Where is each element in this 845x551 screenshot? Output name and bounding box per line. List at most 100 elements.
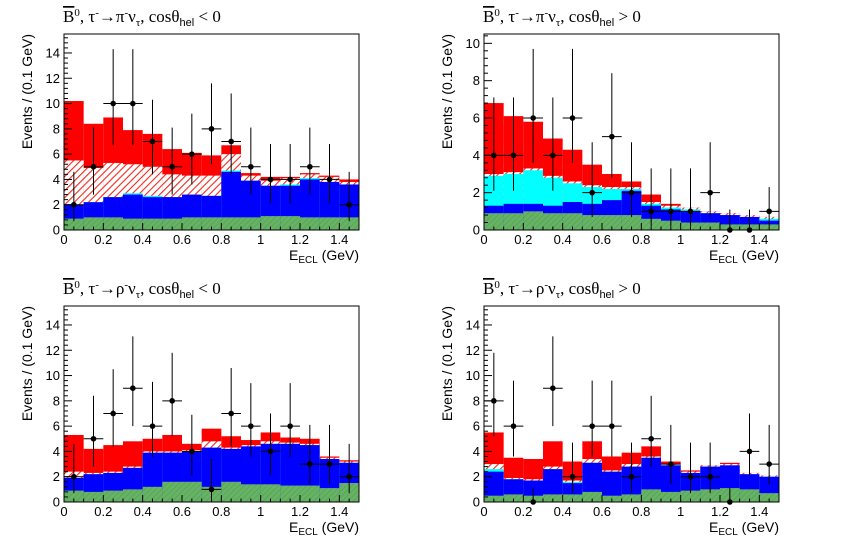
data-point bbox=[110, 410, 116, 417]
data-point bbox=[550, 385, 556, 391]
data-point bbox=[589, 423, 595, 429]
y-tick-label: 0 bbox=[473, 223, 480, 238]
y-tick-label: 10 bbox=[46, 96, 60, 111]
data-point bbox=[208, 486, 215, 493]
y-axis-label: Events / (0.1 GeV) bbox=[19, 34, 35, 149]
y-tick-label: 12 bbox=[46, 71, 60, 86]
x-tick-label: 1.4 bbox=[750, 232, 768, 247]
data-point bbox=[189, 448, 195, 455]
data-point bbox=[550, 152, 556, 159]
x-axis-label-sub: ECL bbox=[718, 527, 738, 538]
data-point bbox=[766, 208, 772, 215]
x-tick-label: 1.2 bbox=[291, 232, 309, 247]
green-bar bbox=[300, 485, 320, 502]
data-point bbox=[267, 176, 274, 183]
green-bar bbox=[83, 217, 104, 230]
y-axis-label: Events / (0.1 GeV) bbox=[439, 34, 455, 149]
x-tick-label: 1 bbox=[677, 504, 684, 519]
title-b: B bbox=[483, 7, 494, 26]
y-tick-label: 8 bbox=[53, 121, 60, 136]
x-tick-label: 1.4 bbox=[330, 504, 348, 519]
data-point bbox=[228, 410, 234, 417]
x-axis-label-unit: (GeV) bbox=[738, 247, 779, 263]
data-point bbox=[228, 138, 234, 145]
x-tick-label: 0.8 bbox=[632, 232, 650, 247]
green-bar bbox=[582, 491, 602, 502]
data-point bbox=[687, 473, 694, 480]
title-sup: 0 bbox=[494, 7, 500, 19]
title-text: , τ bbox=[500, 279, 516, 298]
x-axis-label: EECL (GeV) bbox=[289, 247, 359, 266]
green-bar bbox=[221, 217, 241, 230]
green-bar bbox=[241, 484, 261, 502]
data-point bbox=[569, 473, 576, 480]
green-bar bbox=[700, 489, 720, 502]
title-text: →ρ bbox=[99, 279, 124, 298]
x-axis-label-main: E bbox=[709, 519, 718, 535]
data-point bbox=[169, 163, 175, 170]
y-tick-label: 8 bbox=[473, 393, 480, 408]
x-axis-label-sub: ECL bbox=[298, 527, 318, 538]
data-point bbox=[169, 398, 175, 404]
data-point bbox=[569, 115, 576, 121]
title-sup: 0 bbox=[74, 279, 80, 291]
x-tick-label: 0.4 bbox=[554, 232, 572, 247]
x-tick-label: 1 bbox=[257, 232, 264, 247]
data-point bbox=[149, 423, 156, 429]
green-bar bbox=[700, 222, 720, 230]
data-point bbox=[189, 151, 195, 157]
green-bar bbox=[64, 218, 84, 230]
green-bar bbox=[123, 489, 143, 502]
x-tick-label: 0.6 bbox=[173, 504, 191, 519]
data-point bbox=[287, 423, 293, 429]
green-bar bbox=[103, 490, 123, 502]
green-bar bbox=[142, 486, 163, 502]
data-point bbox=[491, 398, 497, 404]
x-tick-label: 1.4 bbox=[750, 504, 768, 519]
title-sup: - bbox=[515, 7, 519, 19]
y-tick-label: 8 bbox=[53, 393, 60, 408]
x-tick-label: 0.6 bbox=[593, 504, 611, 519]
green-bar bbox=[319, 488, 340, 502]
data-point bbox=[90, 435, 97, 442]
panel-title: B0, τ-→π-ντ, cosθhel > 0 bbox=[483, 7, 641, 29]
green-bar bbox=[221, 481, 241, 502]
data-point bbox=[727, 227, 733, 233]
x-axis-label-main: E bbox=[289, 519, 298, 535]
y-tick-label: 4 bbox=[53, 444, 60, 459]
title-text: < 0 bbox=[194, 279, 221, 298]
data-point bbox=[727, 499, 733, 505]
green-bar bbox=[300, 217, 320, 230]
x-tick-label: 0.4 bbox=[554, 504, 572, 519]
y-tick-label: 2 bbox=[473, 185, 480, 200]
green-bar bbox=[484, 213, 504, 230]
y-axis-label: Events / (0.1 GeV) bbox=[19, 306, 35, 421]
title-text: ν bbox=[548, 7, 556, 26]
y-tick-label: 6 bbox=[473, 419, 480, 434]
green-bar bbox=[621, 215, 642, 230]
x-tick-label: 0.4 bbox=[134, 504, 152, 519]
blue-bar bbox=[484, 471, 504, 502]
green-bar bbox=[201, 217, 222, 230]
green-bar bbox=[260, 484, 281, 502]
green-bar bbox=[64, 490, 84, 502]
title-sup: - bbox=[95, 7, 99, 19]
x-axis-label-unit: (GeV) bbox=[318, 247, 359, 263]
green-bar bbox=[319, 217, 340, 230]
data-point bbox=[287, 176, 293, 183]
title-text: , τ bbox=[80, 279, 96, 298]
x-tick-label: 1 bbox=[677, 232, 684, 247]
title-sub: τ bbox=[136, 17, 141, 29]
data-point bbox=[267, 448, 274, 455]
data-point bbox=[130, 100, 136, 107]
x-axis-label-unit: (GeV) bbox=[738, 519, 779, 535]
title-text: , cosθ bbox=[560, 7, 599, 26]
x-tick-label: 1.2 bbox=[291, 504, 309, 519]
y-tick-label: 10 bbox=[46, 368, 60, 383]
title-sub: τ bbox=[556, 289, 561, 301]
x-axis-label-sub: ECL bbox=[298, 255, 318, 266]
title-text: ν bbox=[128, 7, 136, 26]
